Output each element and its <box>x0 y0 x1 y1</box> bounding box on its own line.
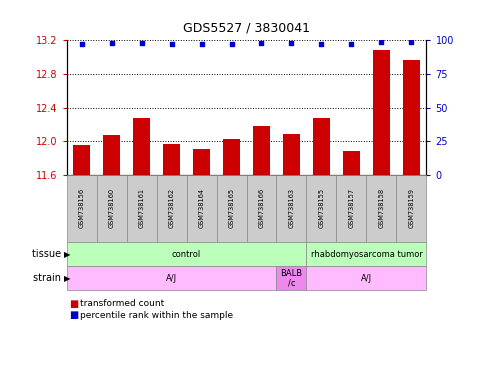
Point <box>228 41 236 47</box>
Point <box>198 41 206 47</box>
Bar <box>313 118 330 175</box>
Text: GSM738163: GSM738163 <box>288 188 294 228</box>
Text: GSM738160: GSM738160 <box>108 188 114 228</box>
Point <box>138 40 145 46</box>
Point <box>168 41 176 47</box>
Point <box>348 41 355 47</box>
Text: GSM738162: GSM738162 <box>169 188 175 228</box>
Point <box>287 40 295 46</box>
Bar <box>223 139 240 175</box>
Text: GSM738166: GSM738166 <box>258 188 265 228</box>
Text: GDS5527 / 3830041: GDS5527 / 3830041 <box>183 22 310 35</box>
Bar <box>403 60 420 175</box>
Point <box>378 39 386 45</box>
Text: percentile rank within the sample: percentile rank within the sample <box>80 311 233 320</box>
Bar <box>73 145 90 175</box>
Text: ■: ■ <box>69 299 78 309</box>
Text: ▶: ▶ <box>64 274 70 283</box>
Bar <box>253 126 270 175</box>
Point <box>408 39 416 45</box>
Text: GSM738155: GSM738155 <box>318 188 324 228</box>
Text: BALB
/c: BALB /c <box>281 268 303 288</box>
Bar <box>104 135 120 175</box>
Text: A/J: A/J <box>361 274 372 283</box>
Bar <box>133 118 150 175</box>
Bar <box>193 149 210 175</box>
Bar <box>343 151 360 175</box>
Text: GSM738164: GSM738164 <box>199 188 205 228</box>
Point <box>257 40 265 46</box>
Text: GSM738158: GSM738158 <box>379 188 385 228</box>
Bar <box>373 50 389 175</box>
Point <box>317 41 325 47</box>
Text: GSM738156: GSM738156 <box>78 188 85 228</box>
Bar <box>283 134 300 175</box>
Point <box>77 41 85 47</box>
Text: control: control <box>172 250 201 258</box>
Text: transformed count: transformed count <box>80 299 164 308</box>
Text: GSM738157: GSM738157 <box>349 188 354 228</box>
Text: ■: ■ <box>69 310 78 320</box>
Text: A/J: A/J <box>166 274 177 283</box>
Text: GSM738165: GSM738165 <box>228 188 235 228</box>
Text: tissue: tissue <box>32 249 64 259</box>
Point <box>107 40 115 46</box>
Bar <box>163 144 180 175</box>
Text: GSM738159: GSM738159 <box>408 188 415 228</box>
Text: strain: strain <box>33 273 64 283</box>
Text: GSM738161: GSM738161 <box>139 188 144 228</box>
Text: ▶: ▶ <box>64 250 70 258</box>
Text: rhabdomyosarcoma tumor: rhabdomyosarcoma tumor <box>311 250 423 258</box>
